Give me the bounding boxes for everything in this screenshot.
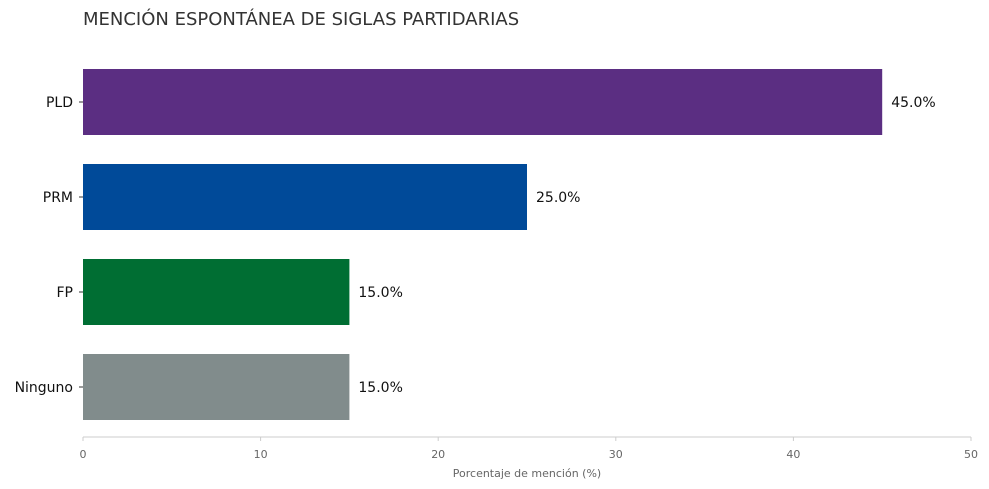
chart-title: MENCIÓN ESPONTÁNEA DE SIGLAS PARTIDARIAS [83, 8, 519, 30]
x-tick-label-20: 20 [431, 448, 445, 461]
category-label-prm: PRM [43, 190, 73, 206]
category-label-ninguno: Ninguno [15, 380, 73, 396]
value-label-fp: 15.0% [358, 285, 402, 301]
x-tick-label-40: 40 [786, 448, 800, 461]
category-label-pld: PLD [46, 95, 73, 111]
value-labels: 45.0% 25.0% 15.0% 15.0% [358, 95, 935, 396]
x-axis-title: Porcentaje de mención (%) [453, 467, 601, 480]
x-tick-label-0: 0 [80, 448, 87, 461]
bar-fp [83, 259, 350, 325]
x-tick-label-10: 10 [254, 448, 268, 461]
value-label-prm: 25.0% [536, 190, 580, 206]
bars-group [83, 69, 883, 420]
x-tick-label-50: 50 [964, 448, 978, 461]
x-tick-label-30: 30 [609, 448, 623, 461]
bar-pld [83, 69, 883, 135]
value-label-ninguno: 15.0% [358, 380, 402, 396]
x-axis-ticks: 0 10 20 30 40 50 [80, 437, 978, 461]
category-label-fp: FP [57, 285, 74, 301]
bar-ninguno [83, 354, 350, 420]
category-labels: PLD PRM FP Ninguno [15, 95, 83, 396]
value-label-pld: 45.0% [891, 95, 935, 111]
bar-prm [83, 164, 527, 230]
